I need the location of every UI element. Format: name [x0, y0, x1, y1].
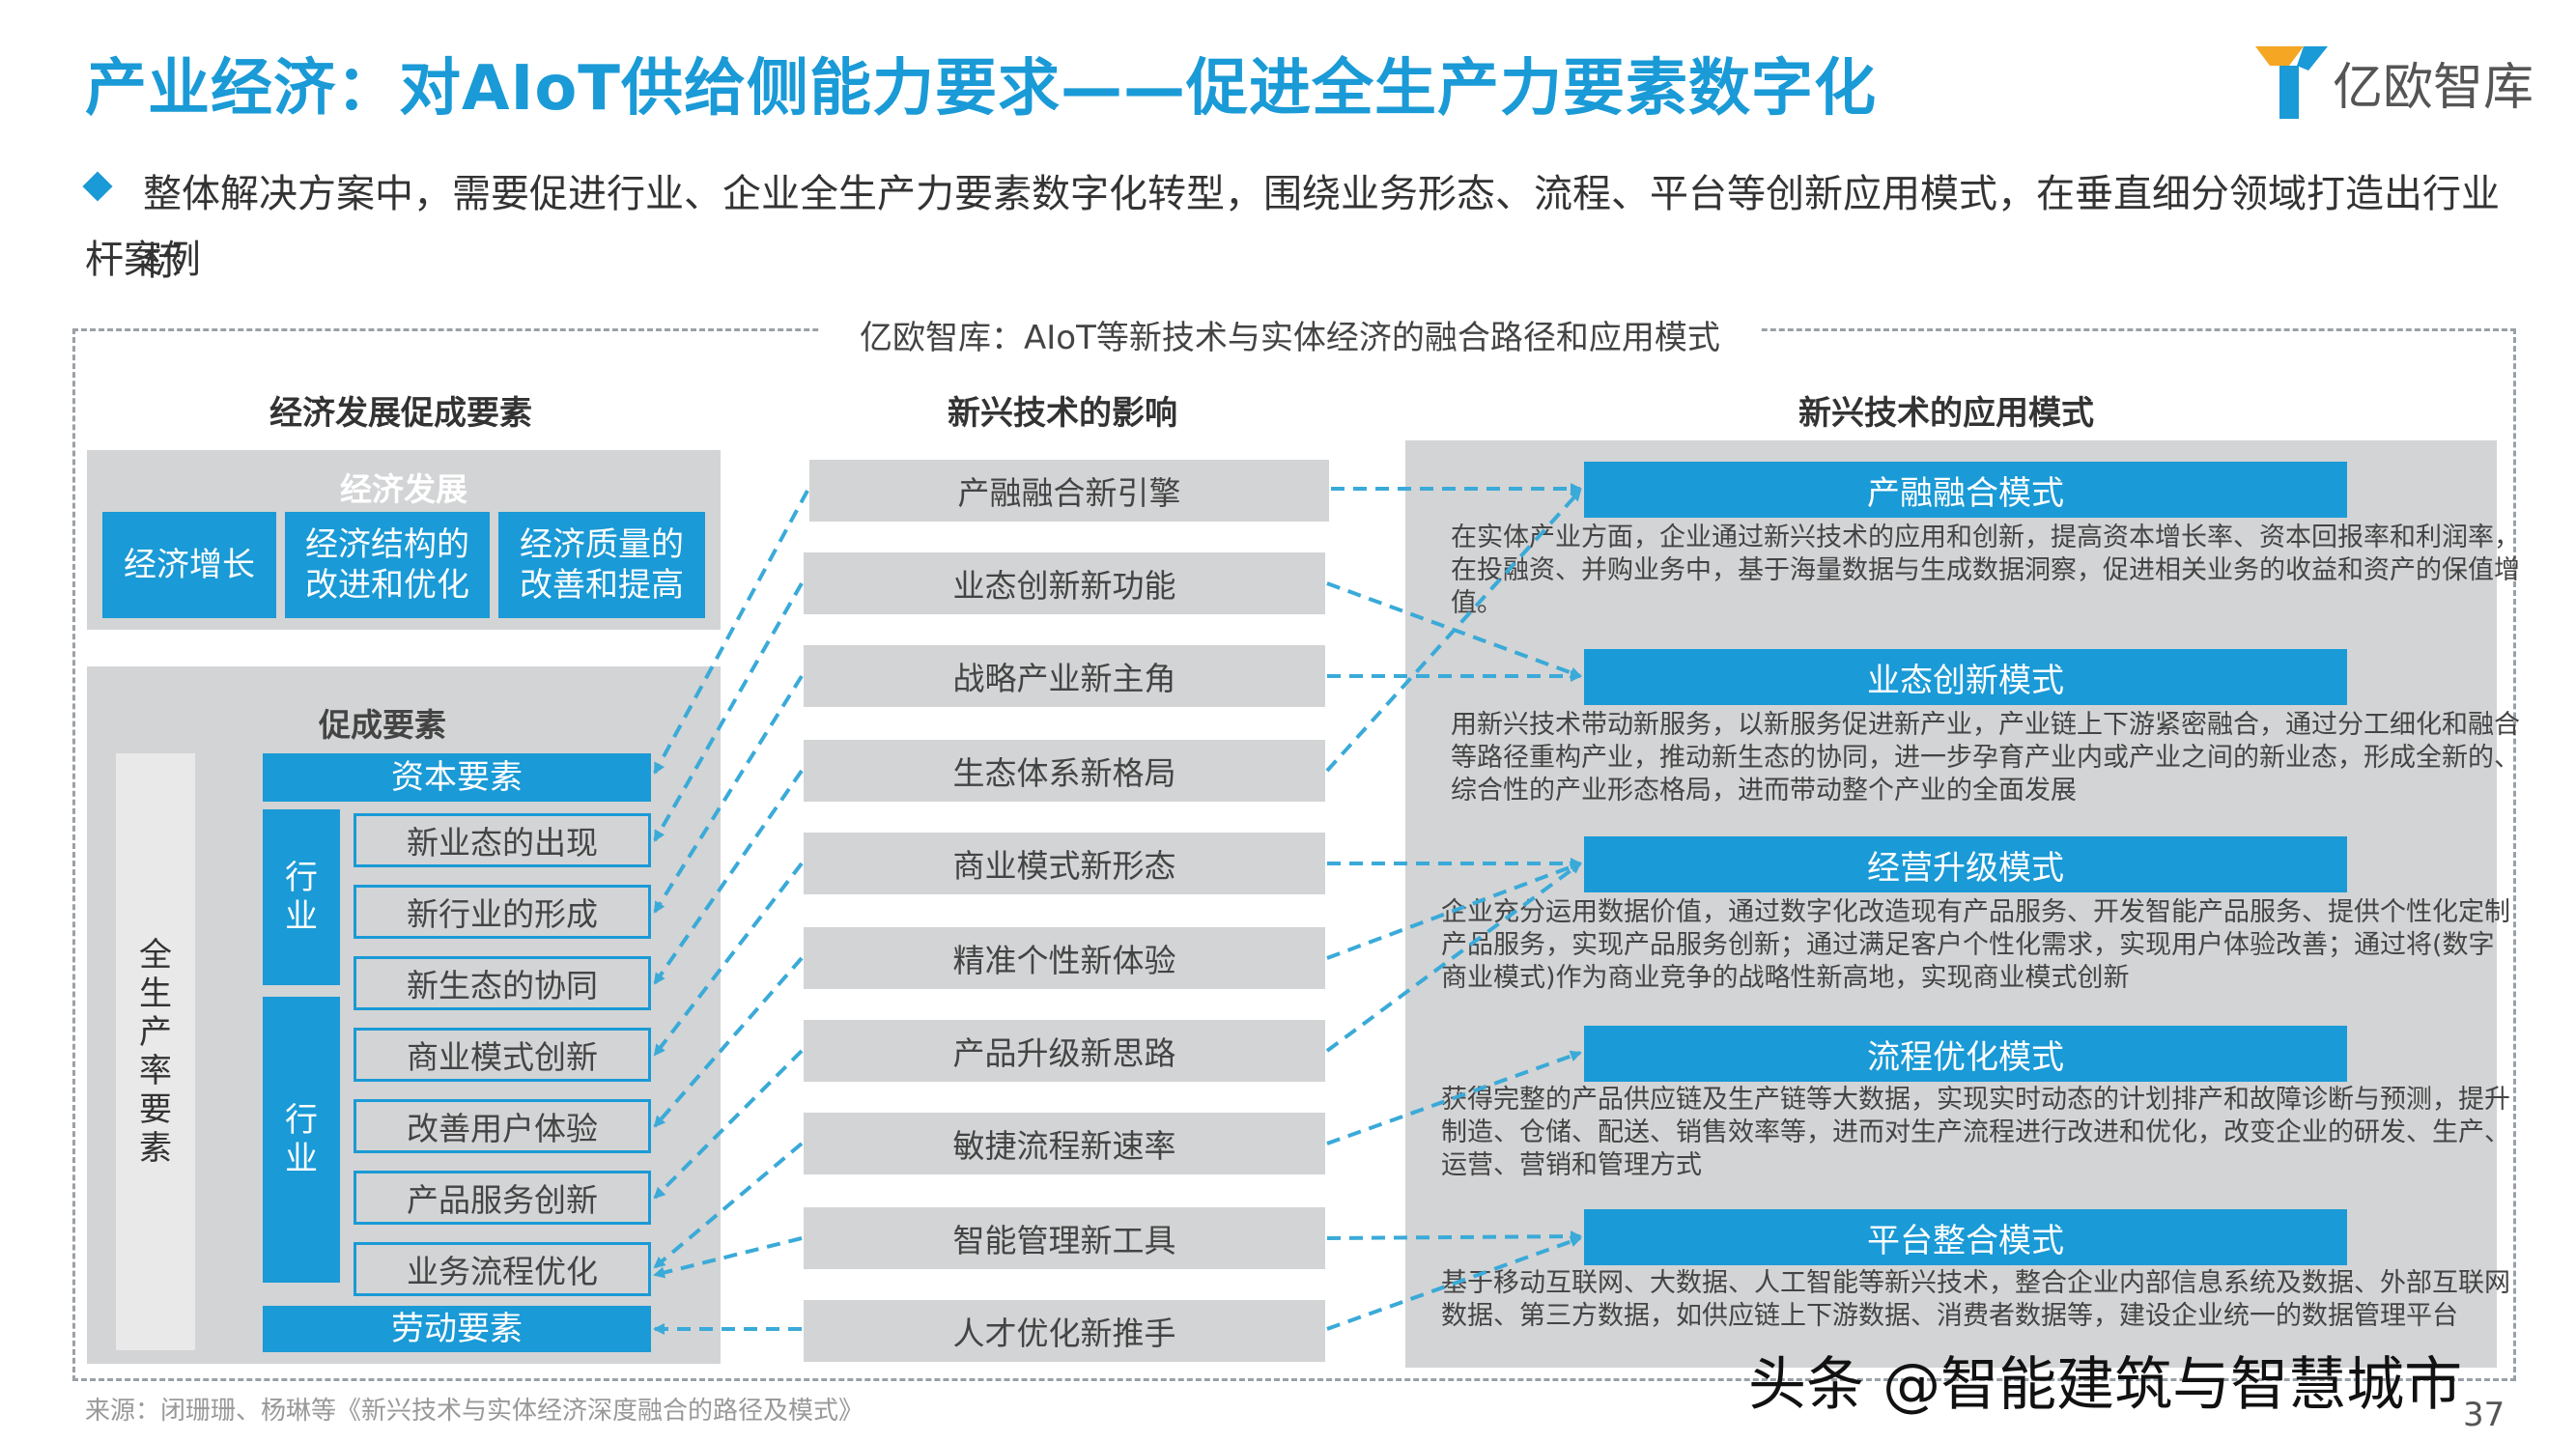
- intro-line-2: 杆案例: [85, 238, 201, 282]
- arrow-impact3-newindustry: [653, 674, 804, 914]
- impact-8: 敏捷流程新速率: [804, 1113, 1325, 1174]
- arrow-impact1-capital: [653, 490, 809, 775]
- page-title: 产业经济：对AIoT供给侧能力要求——促进全生产力要素数字化: [85, 53, 1877, 125]
- arrow-impact9-process2: [653, 1236, 803, 1279]
- factor-new-format: 新业态的出现: [354, 813, 651, 867]
- arrow-impact8-process: [653, 1142, 804, 1269]
- econ-label: 经济发展: [340, 470, 467, 508]
- mode-format-innovation: 业态创新模式: [1584, 649, 2347, 705]
- watermark: 头条 @智能建筑与智慧城市: [1748, 1351, 2463, 1419]
- arrow-impact10-mode5: [1326, 1235, 1582, 1331]
- mode-platform-integration-desc: 基于移动互联网、大数据、人工智能等新兴技术，整合企业内部信息系统及数据、外部互联…: [1441, 1268, 2510, 1331]
- arrow-impact7-product: [653, 1049, 804, 1200]
- arrow-impact8-mode4: [1326, 1050, 1582, 1145]
- arrow-impact2-newformat: [653, 582, 804, 842]
- arrow-impact9-mode5: [1326, 1230, 1582, 1243]
- impact-1: 产融融合新引擎: [809, 460, 1329, 522]
- mode-process-optimization: 流程优化模式: [1584, 1026, 2347, 1082]
- mode-format-innovation-desc: 用新兴技术带动新服务，以新服务促进新产业，产业链上下游紧密融合，通过分工细化和融…: [1451, 710, 2520, 806]
- arrow-impact7-mode3: [1325, 862, 1582, 1053]
- arrow-impact4-mode1: [1325, 489, 1582, 773]
- econ-item-growth: 经济增长: [102, 512, 276, 618]
- impact-4: 生态体系新格局: [804, 740, 1325, 802]
- mode-platform-integration: 平台整合模式: [1584, 1209, 2347, 1265]
- capital-factor: 资本要素: [263, 753, 651, 802]
- total-factor-label: 全生产率要素: [139, 936, 172, 1168]
- col2-heading: 新兴技术的影响: [948, 394, 1177, 433]
- total-factor-bar: 全生产率要素: [116, 753, 195, 1350]
- diagram-title: 亿欧智库：AIoT等新技术与实体经济的融合路径和应用模式: [821, 311, 1759, 358]
- col3-heading: 新兴技术的应用模式: [1798, 394, 2094, 433]
- source-note: 来源：闭珊珊、杨琳等《新兴技术与实体经济深度融合的路径及模式》: [85, 1397, 864, 1426]
- mode-operation-upgrade-desc: 企业充分运用数据价值，通过数字化改造现有产品服务、开发智能产品服务、提供个性化定…: [1441, 897, 2510, 993]
- impact-10: 人才优化新推手: [804, 1300, 1325, 1362]
- mode-finance-industry: 产融融合模式: [1584, 462, 2347, 518]
- page-number: 37: [2463, 1396, 2505, 1434]
- factor-user-experience: 改善用户体验: [354, 1099, 651, 1153]
- factor-product-service: 产品服务创新: [354, 1171, 651, 1225]
- industry-group-1: 行业: [263, 809, 340, 985]
- mode-operation-upgrade: 经营升级模式: [1584, 836, 2347, 892]
- econ-item-quality: 经济质量的改善和提高: [498, 512, 705, 618]
- factor-business-model: 商业模式创新: [354, 1028, 651, 1082]
- brand-logo-icon: [2255, 46, 2328, 119]
- arrow-impact5-business: [653, 862, 804, 1057]
- impact-5: 商业模式新形态: [804, 833, 1325, 894]
- factor-new-industry: 新行业的形成: [354, 885, 651, 939]
- mode-finance-industry-desc: 在实体产业方面，企业通过新兴技术的应用和创新，提高资本增长率、资本回报率和利润率…: [1451, 523, 2520, 618]
- col1-heading: 经济发展促成要素: [269, 394, 532, 433]
- impact-2: 业态创新新功能: [804, 552, 1325, 614]
- impact-3: 战略产业新主角: [804, 645, 1325, 707]
- impact-7: 产品升级新思路: [804, 1020, 1325, 1082]
- intro-line-1: 整体解决方案中，需要促进行业、企业全生产力要素数字化转型，围绕业务形态、流程、平…: [143, 172, 2500, 284]
- brand-name: 亿欧智库: [2333, 59, 2534, 117]
- industry-group-1-label: 行业: [285, 859, 318, 936]
- factor-new-ecosystem: 新生态的协同: [354, 956, 651, 1010]
- factor-process-optimization: 业务流程优化: [354, 1242, 651, 1296]
- econ-item-structure: 经济结构的改进和优化: [285, 512, 490, 618]
- arrow-impact6-ux: [653, 956, 804, 1128]
- industry-group-2: 行业: [263, 997, 340, 1283]
- labor-factor: 劳动要素: [263, 1306, 651, 1352]
- mode-process-optimization-desc: 获得完整的产品供应链及生产链等大数据，实现实时动态的计划排产和故障诊断与预测，提…: [1441, 1085, 2510, 1180]
- impact-6: 精准个性新体验: [804, 927, 1325, 989]
- industry-group-2-label: 行业: [285, 1101, 318, 1178]
- impact-9: 智能管理新工具: [804, 1207, 1325, 1269]
- arrow-impact6-mode3: [1326, 861, 1582, 960]
- factors-label: 促成要素: [319, 706, 446, 744]
